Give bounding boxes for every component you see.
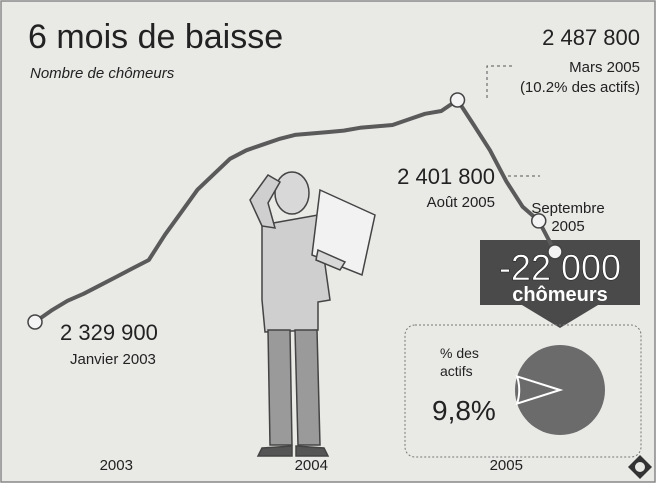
annotation-text: Mars 2005 [569,59,640,76]
x-tick-label: 2004 [295,457,328,474]
pie-title: % des actifs [440,345,479,379]
connector [486,65,512,98]
point-marker [449,92,466,108]
annotation-text: 2005 [551,218,584,235]
illustration [249,171,376,457]
logo [628,455,652,479]
point-marker [547,244,563,260]
series-line [33,98,557,324]
change-value: -22 000 [499,247,621,288]
annotation-text: Août 2005 [427,194,495,211]
annotation-value: 2 401 800 [397,164,495,189]
pie-slice [515,374,564,406]
annotation-value: 2 329 900 [60,320,158,345]
change-arrow [480,240,640,328]
chart-subtitle: Nombre de chômeurs [30,65,175,82]
point-marker [531,213,547,229]
x-tick-label: 2005 [490,457,523,474]
annotation-text: Janvier 2003 [70,351,156,368]
chart-title: 6 mois de baisse [28,18,283,56]
annotation-text: Septembre [531,200,604,217]
annotation-text: (10.2% des actifs) [520,79,640,96]
change-unit: chômeurs [512,284,608,306]
annotation-value: 2 487 800 [542,25,640,50]
x-tick-label: 2003 [100,457,133,474]
pie-box [404,324,642,458]
pie-value-label: 9,8% [432,395,496,426]
point-marker [27,314,43,330]
